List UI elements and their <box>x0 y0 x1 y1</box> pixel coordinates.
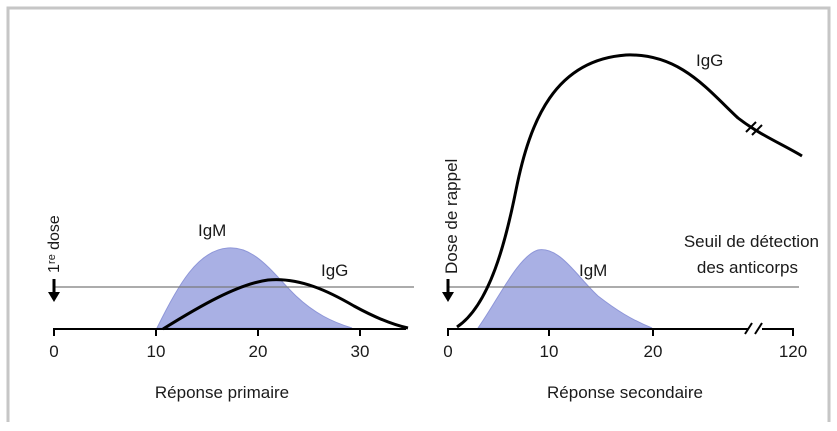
secondary-igm-label: IgM <box>579 261 607 280</box>
secondary-tick-label: 120 <box>779 342 807 361</box>
threshold-label-line1: Seuil de détection <box>684 232 819 251</box>
primary-tick-label: 20 <box>249 342 268 361</box>
primary-igg-curve <box>162 278 409 331</box>
secondary-tick-label: 10 <box>540 342 559 361</box>
secondary-response-panel: 0 10 20 120 Dose de rappel IgM IgG Seuil… <box>442 51 819 402</box>
secondary-caption: Réponse secondaire <box>547 383 703 402</box>
secondary-igm-area <box>477 249 653 329</box>
secondary-tick-label: 0 <box>443 342 452 361</box>
arrow-down-icon <box>442 279 454 302</box>
primary-caption: Réponse primaire <box>155 383 289 402</box>
primary-igm-area <box>156 247 353 329</box>
primary-igg-label: IgG <box>321 261 348 280</box>
secondary-igg-curve <box>456 53 803 329</box>
figure-border <box>6 6 831 422</box>
primary-tick-label: 30 <box>351 342 370 361</box>
arrow-down-icon <box>48 279 60 302</box>
primary-tick-label: 0 <box>49 342 58 361</box>
secondary-dose-label: Dose de rappel <box>442 159 461 274</box>
axis-break-icon <box>745 121 763 136</box>
primary-dose-label: 1ʳᵉ dose <box>46 215 63 273</box>
secondary-tick-label: 20 <box>644 342 663 361</box>
secondary-igg-label: IgG <box>696 51 723 70</box>
threshold-label-line2: des anticorps <box>697 258 798 277</box>
primary-tick-label: 10 <box>147 342 166 361</box>
primary-igm-label: IgM <box>198 221 226 240</box>
axis-break-icon <box>744 322 763 335</box>
primary-response-panel: 0 10 20 30 1ʳᵉ dose IgM IgG Réponse prim… <box>46 215 414 402</box>
